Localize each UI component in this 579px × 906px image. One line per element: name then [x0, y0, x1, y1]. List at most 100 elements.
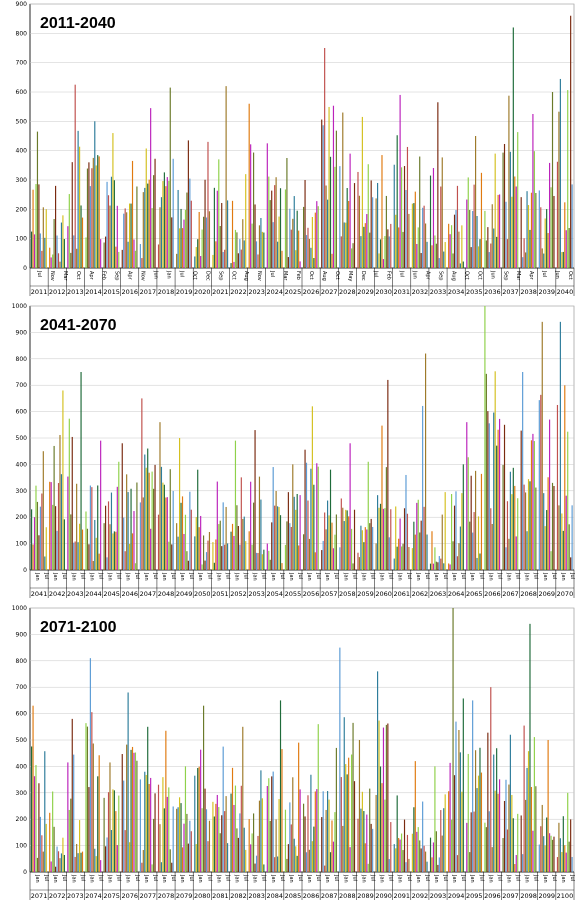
bar	[413, 203, 415, 268]
bar	[303, 534, 305, 570]
bar	[493, 228, 495, 268]
bar	[547, 740, 549, 872]
bar	[348, 757, 350, 872]
y-tick-label: 1000	[12, 605, 27, 612]
bar	[360, 525, 362, 570]
bar	[44, 556, 46, 570]
bar	[384, 799, 386, 872]
bar	[272, 467, 274, 570]
bar	[49, 812, 51, 872]
bar	[86, 528, 89, 570]
bar	[243, 827, 245, 872]
bar	[126, 212, 128, 268]
month-label: Jan	[34, 874, 40, 883]
y-tick-label: 0	[23, 567, 27, 574]
bar	[281, 250, 283, 268]
bar	[490, 243, 492, 268]
month-label: Jul	[261, 874, 267, 881]
bar	[133, 239, 135, 268]
bar	[475, 470, 477, 570]
y-tick-label: 600	[16, 409, 28, 416]
bar	[165, 730, 167, 872]
bar	[310, 774, 312, 872]
bar	[216, 481, 218, 570]
bar	[157, 784, 160, 872]
month-label: Apr	[425, 271, 431, 281]
bar	[494, 790, 496, 872]
bar	[546, 817, 548, 872]
month-label: Sep	[217, 271, 223, 280]
bar	[420, 848, 422, 872]
x-tick-label: 2044	[85, 590, 102, 598]
x-tick-label: 2063	[430, 590, 447, 598]
bar	[201, 808, 203, 872]
bar	[491, 204, 493, 268]
month-label: Jan	[70, 874, 76, 883]
bar	[425, 353, 427, 570]
bar	[385, 724, 387, 872]
bar	[160, 862, 163, 872]
bar	[370, 518, 372, 570]
bar	[469, 210, 471, 268]
bar	[243, 240, 245, 268]
month-label: Jul	[243, 874, 249, 881]
bar	[398, 227, 400, 268]
bar	[177, 189, 179, 268]
month-label: Jul	[297, 874, 303, 881]
bar	[550, 835, 552, 872]
bar	[549, 419, 551, 570]
bar	[375, 543, 377, 570]
bar	[449, 564, 451, 570]
bar	[431, 531, 433, 570]
x-tick-label: 2070	[557, 590, 574, 598]
x-tick-label: 2067	[502, 590, 519, 598]
bar	[89, 186, 91, 268]
bar	[529, 481, 531, 570]
bar	[160, 466, 163, 570]
y-tick-label: 800	[16, 30, 28, 37]
bar	[364, 527, 366, 570]
chart-panel-1: 0 100 200 300 400 500 600 700 800 900 2011-2040 201…	[0, 0, 579, 300]
x-tick-label: 2022	[230, 288, 247, 296]
x-tick-label: 2097	[502, 892, 519, 900]
bar	[293, 196, 295, 268]
bar	[160, 197, 163, 268]
bar	[543, 493, 545, 570]
bar	[459, 263, 461, 268]
bar	[221, 546, 223, 570]
bar	[63, 519, 65, 570]
bar	[129, 543, 131, 570]
bar	[268, 778, 270, 872]
bar	[261, 231, 263, 268]
bar	[335, 130, 337, 268]
bar	[110, 492, 113, 570]
bar	[67, 226, 69, 268]
month-label: Jan	[166, 270, 172, 279]
bar	[76, 483, 78, 570]
month-label: Jan	[197, 874, 203, 883]
bar	[165, 497, 167, 570]
bar	[127, 692, 129, 872]
bar	[293, 838, 295, 872]
bar	[171, 862, 173, 872]
bar	[271, 776, 273, 872]
bar	[485, 827, 487, 872]
month-label: Oct	[230, 271, 236, 280]
month-label: Jul	[351, 874, 357, 881]
bar	[151, 208, 153, 268]
bar	[38, 535, 40, 570]
bar	[420, 253, 422, 268]
chart-1: 0 100 200 300 400 500 600 700 800 900 2011-2040 201…	[16, 1, 575, 296]
month-label: Jan	[324, 572, 330, 581]
bar	[207, 141, 209, 268]
bar	[200, 515, 202, 570]
bar	[113, 180, 115, 268]
bar	[449, 762, 451, 872]
month-label: Jan	[469, 874, 475, 883]
bar	[136, 186, 138, 268]
bar	[80, 852, 82, 872]
bar	[115, 246, 117, 268]
x-tick-label: 2019	[176, 288, 193, 296]
bar	[456, 556, 459, 570]
bar	[571, 184, 573, 268]
